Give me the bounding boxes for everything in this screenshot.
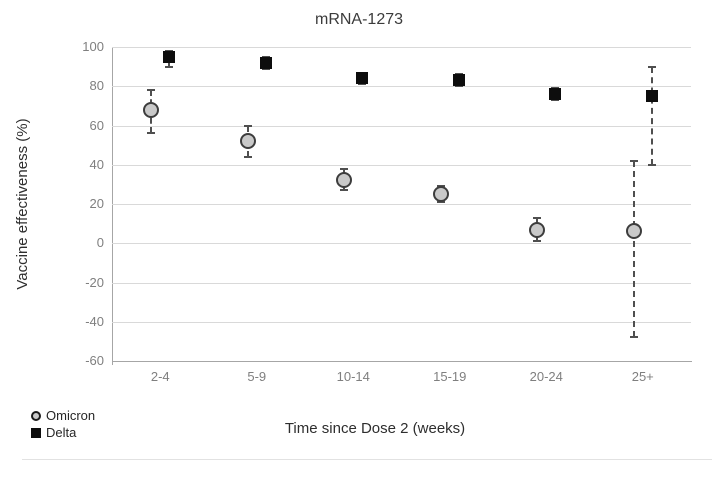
error-bar-cap (533, 216, 542, 219)
omicron-circle-icon (31, 410, 41, 421)
error-bar-cap (147, 89, 156, 92)
error-bar (650, 66, 653, 165)
x-tick-label: 5-9 (247, 369, 267, 384)
data-point-delta (163, 50, 176, 63)
data-point-omicron (239, 133, 256, 150)
data-point-omicron (336, 172, 353, 189)
y-tick-label: -60 (85, 353, 104, 368)
y-tick-label: 100 (82, 39, 104, 54)
bottom-divider (22, 459, 712, 460)
legend: Omicron Delta (31, 407, 95, 441)
x-tick-label: 15-19 (433, 369, 467, 384)
error-bar-cap (340, 189, 349, 192)
y-tick-label: 60 (89, 117, 104, 133)
error-bar-cap (647, 163, 656, 166)
legend-item-omicron: Omicron (31, 407, 95, 424)
y-tick-label: 20 (89, 196, 104, 211)
error-bar-cap (340, 167, 349, 170)
error-bar-cap (243, 124, 252, 127)
legend-label-omicron: Omicron (46, 408, 96, 423)
error-bar-cap (533, 240, 542, 243)
gridline (112, 204, 691, 205)
y-tick-label: -20 (85, 274, 104, 290)
y-tick-label: 0 (96, 235, 104, 251)
x-axis-title: Time since Dose 2 (weeks) (284, 420, 466, 437)
gridline (112, 47, 691, 48)
legend-label-delta: Delta (46, 425, 77, 440)
axis-corner-tick (112, 361, 113, 365)
data-point-delta (259, 56, 272, 69)
gridline (112, 125, 691, 127)
data-point-delta (356, 72, 369, 85)
delta-square-icon (31, 427, 41, 438)
error-bar-cap (629, 336, 638, 339)
data-point-omicron (143, 101, 160, 118)
gridline (112, 243, 691, 245)
error-bar (632, 160, 635, 338)
x-tick-label: 10-14 (336, 369, 370, 384)
gridline (112, 282, 691, 284)
data-point-delta (549, 88, 562, 101)
error-bar-cap (165, 65, 174, 68)
y-tick-label: -40 (85, 313, 104, 329)
gridline (112, 164, 691, 166)
x-tick-label: 2-4 (150, 369, 170, 384)
error-bar-cap (629, 159, 638, 162)
y-tick-label: 80 (89, 78, 104, 94)
gridline (112, 321, 691, 323)
error-bar-cap (243, 155, 252, 158)
gridline (112, 86, 691, 88)
data-point-omicron (432, 186, 449, 203)
data-point-delta (645, 90, 658, 103)
x-tick-label: 25+ (631, 369, 654, 384)
data-point-omicron (625, 223, 642, 240)
error-bar-cap (436, 201, 445, 204)
error-bar-cap (147, 132, 156, 135)
data-point-omicron (529, 221, 546, 238)
y-tick-label: 40 (89, 156, 104, 172)
data-point-delta (452, 74, 465, 87)
y-axis-title: Vaccine effectiveness (%) (14, 118, 31, 290)
legend-item-delta: Delta (31, 424, 95, 441)
x-tick-label: 20-24 (529, 369, 563, 384)
chart-title: mRNA-1273 (314, 11, 404, 28)
error-bar-cap (647, 65, 656, 68)
